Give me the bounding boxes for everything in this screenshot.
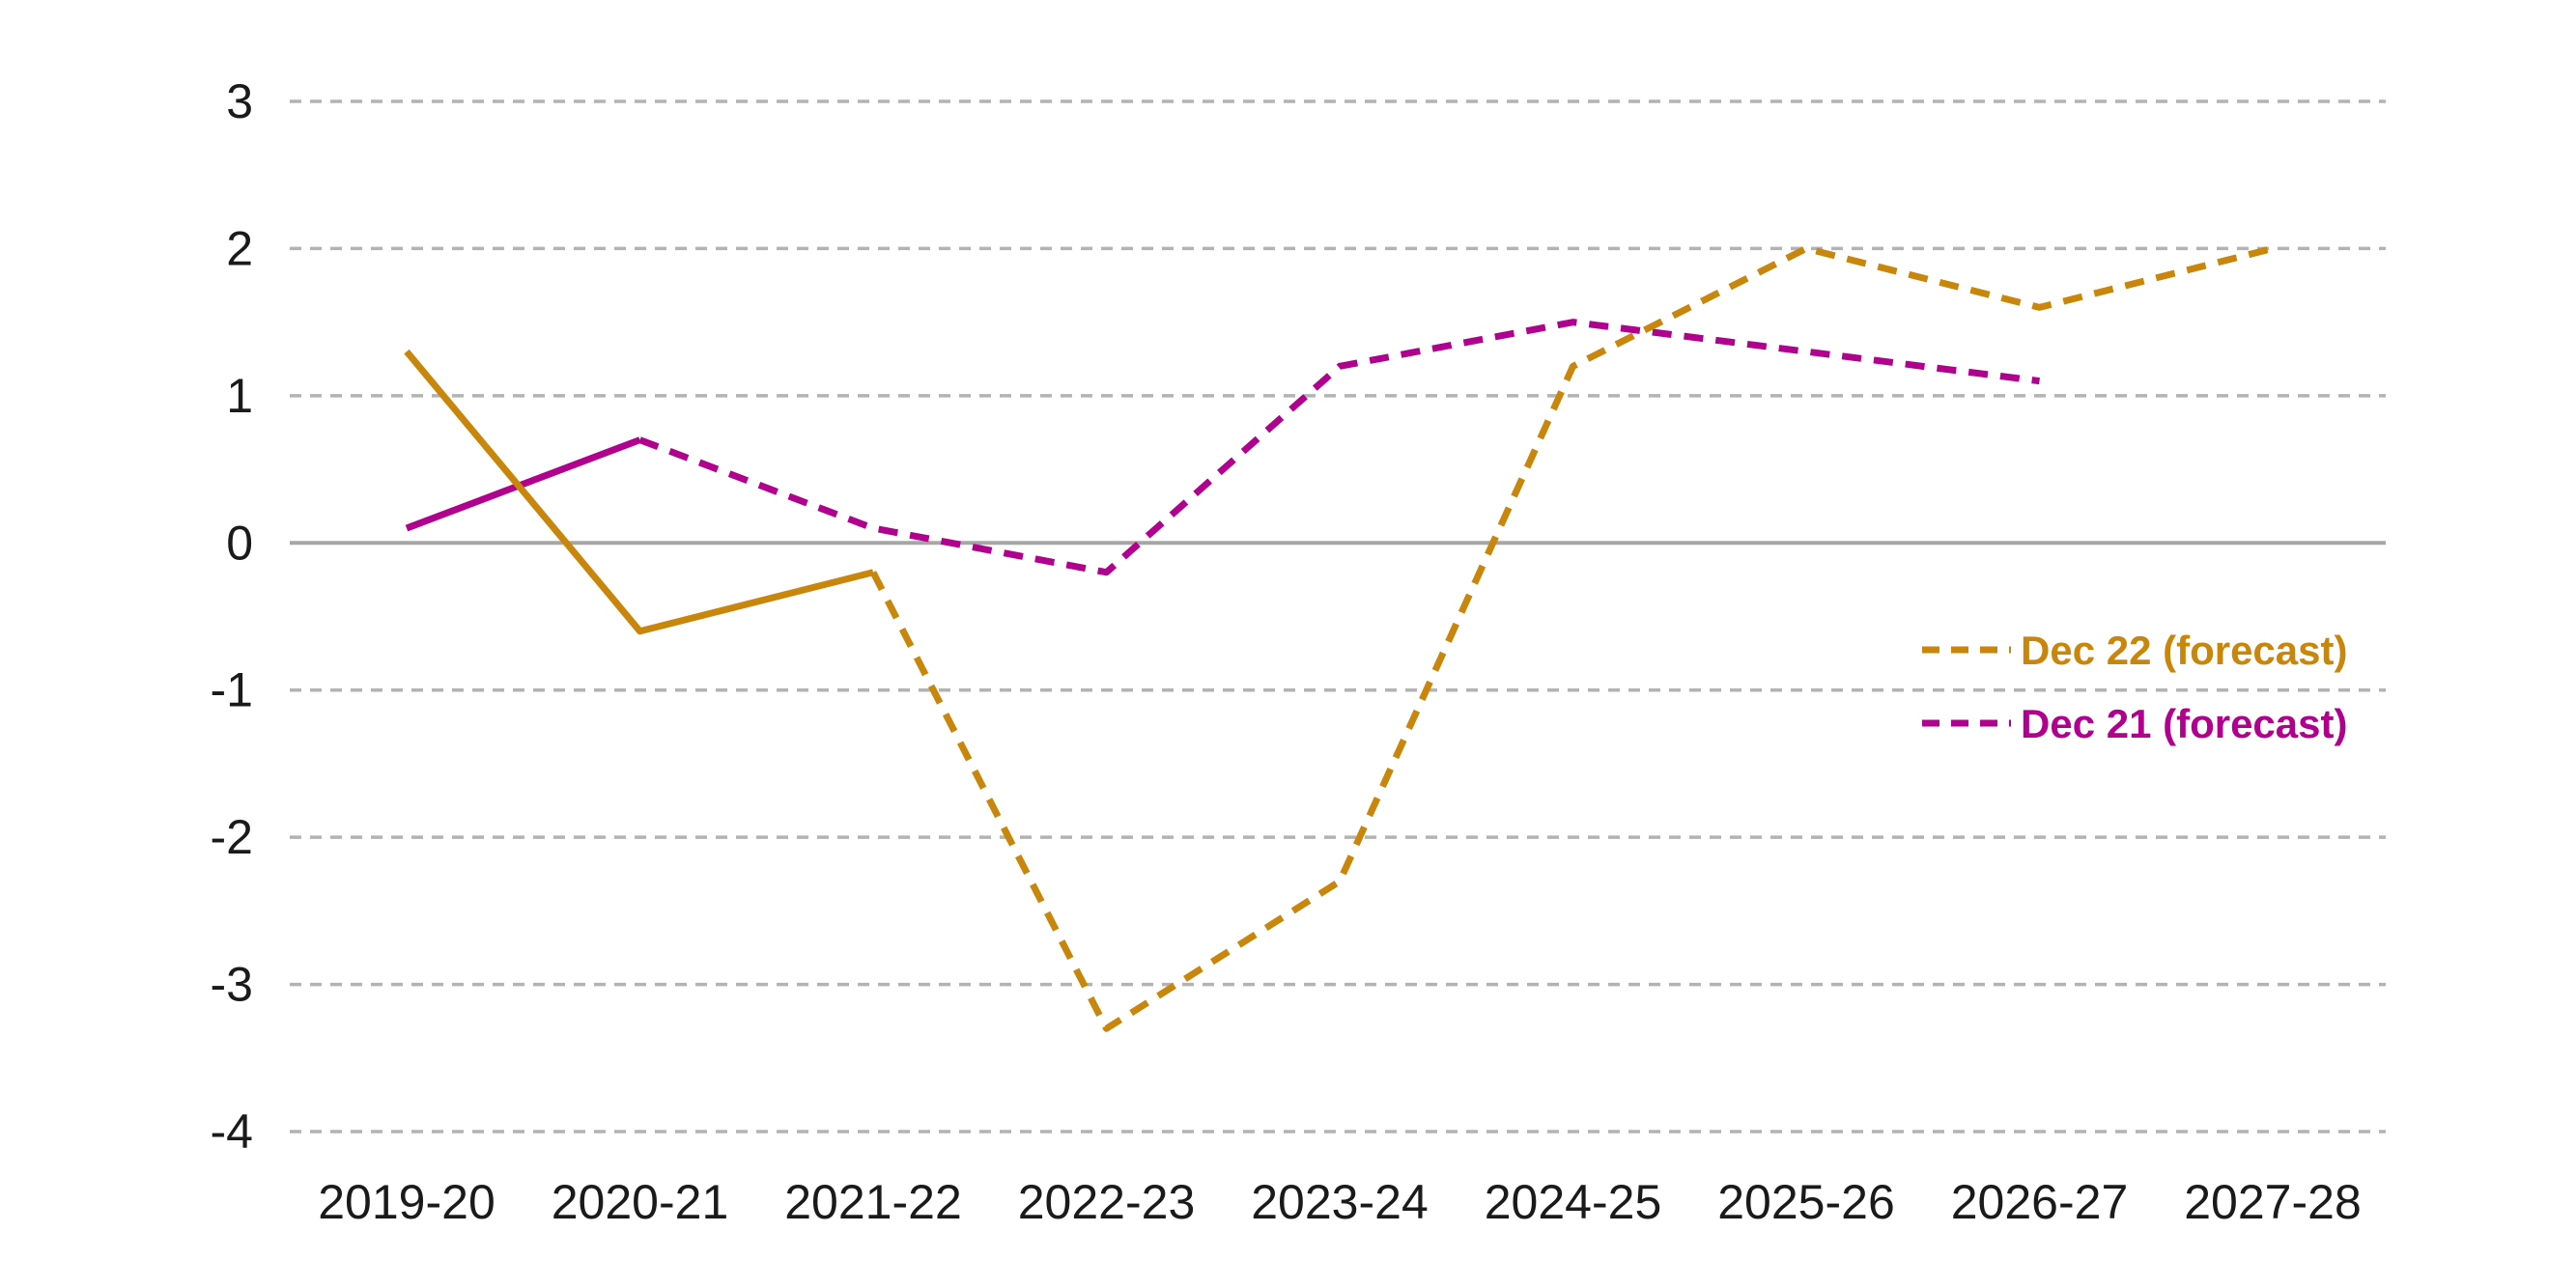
x-tick-label: 2022-23	[1018, 1175, 1196, 1229]
legend-label: Dec 21 (forecast)	[2021, 701, 2347, 746]
x-axis-tick-labels: 2019-20 2020-21 2021-22 2022-23 2023-24 2024-…	[318, 1175, 2362, 1229]
legend: Dec 22 (forecast) Dec 21 (forecast)	[1922, 628, 2347, 746]
x-tick-label: 2023-24	[1251, 1175, 1429, 1229]
x-tick-label: 2027-28	[2184, 1175, 2362, 1229]
y-tick-label: -4	[211, 1105, 253, 1159]
legend-label: Dec 22 (forecast)	[2021, 628, 2347, 673]
x-tick-label: 2020-21	[552, 1175, 729, 1229]
series-line-dec-21-forecast-forecast	[638, 319, 2040, 576]
y-tick-label: 2	[226, 221, 253, 275]
y-axis-tick-labels: 3 2 1 0 -1 -2 -3 -4	[211, 74, 253, 1159]
x-tick-label: 2024-25	[1485, 1175, 1662, 1229]
series-lines	[404, 244, 2274, 1032]
y-tick-label: -2	[211, 810, 253, 864]
x-tick-label: 2026-27	[1951, 1175, 2129, 1229]
y-tick-label: 0	[226, 516, 253, 570]
gridlines	[290, 99, 2386, 1134]
y-tick-label: 3	[226, 74, 253, 128]
y-tick-label: -3	[211, 958, 253, 1012]
y-tick-label: -1	[211, 663, 253, 717]
series-line-dec-22-forecast-outturn	[404, 349, 874, 635]
series-line-dec-21-forecast-outturn	[405, 436, 641, 532]
x-tick-label: 2021-22	[784, 1175, 962, 1229]
x-tick-label: 2019-20	[318, 1175, 495, 1229]
y-tick-label: 1	[226, 369, 253, 423]
x-tick-label: 2025-26	[1717, 1175, 1895, 1229]
